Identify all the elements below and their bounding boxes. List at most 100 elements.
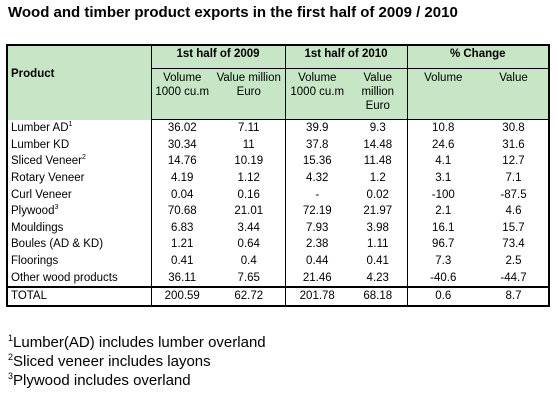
table-row: Curl Veneer 0.04 0.16 - 0.02 -100 -87.5 [8,186,548,203]
cell-e09: 0.16 [237,188,260,201]
cell-e10: 14.48 [363,138,393,151]
cell-e10: 21.97 [363,205,393,218]
cell-e09: 0.4 [240,255,257,268]
cell-v10: - [284,186,349,203]
footnote-2: 2Sliced veneer includes layons [8,352,211,371]
cell-pe: 15.7 [502,221,525,234]
cell-e10: 11.48 [363,155,392,168]
row-product-name: Lumber AD1 [11,121,73,135]
table-row: Sliced Veneer2 14.76 10.19 15.36 11.48 4.1 12.… [8,153,548,170]
cell-v09: 6.83 [150,219,213,237]
value-2009-header: Value million Euro [213,68,285,120]
cell-pe: -44.7 [500,271,527,284]
value-2010-header: Value million Euro [349,68,407,120]
row-product-name: Other wood products [11,271,118,284]
cell-v09: 30.34 [150,136,213,154]
cell-pe: 7.1 [505,172,522,185]
cell-pe: 31.6 [502,138,525,151]
exports-table: Product 1st half of 2009 1st half of 201… [6,44,550,307]
pct-volume-header: Volume [406,68,479,120]
table-row: Plywood3 70.68 21.01 72.19 21.97 2.1 4.6 [8,202,548,220]
cell-v10: 0.44 [284,252,349,270]
cell-e10: 9.3 [369,122,386,135]
total-e10: 68.18 [349,285,407,305]
total-pe: 8.7 [479,285,548,305]
table-body: Lumber AD1 36.02 7.11 39.9 9.3 10.8 30.8 Lumber… [8,119,548,287]
cell-v09: 4.19 [150,169,213,187]
cell-e09: 11 [242,138,255,151]
row-product-name: Mouldings [11,221,64,234]
cell-e10: 1.2 [369,172,386,185]
cell-pv: 96.7 [406,236,479,253]
cell-v09: 1.21 [150,236,213,253]
header-group-row: Product 1st half of 2009 1st half of 201… [8,46,548,80]
volume-2009-header: Volume 1000 cu.m [150,68,213,120]
cell-e10: 0.02 [366,188,389,201]
volume-2010-header: Volume 1000 cu.m [284,68,349,120]
table-row: Rotary Veneer 4.19 1.12 4.32 1.2 3.1 7.1 [8,169,548,187]
row-product-name: Rotary Veneer [11,172,85,185]
cell-e10: 1.11 [366,238,389,251]
cell-v10: 15.36 [284,153,349,170]
footnote-3: 3Plywood includes overland [8,371,191,390]
cell-pe: 73.4 [502,238,525,251]
cell-e10: 3.98 [366,221,389,234]
row-product-name: Boules (AD & KD) [11,238,104,251]
cell-pe: 2.5 [505,255,522,268]
cell-e09: 10.19 [234,155,264,168]
cell-v09: 70.68 [150,202,213,220]
cell-v10: 7.93 [284,219,349,237]
product-header: Product [11,68,55,80]
cell-pv: -40.6 [406,269,479,287]
cell-v10: 2.38 [284,236,349,253]
table-row: Other wood products 36.11 7.65 21.46 4.23 -40… [8,269,548,287]
table-row: Lumber KD 30.34 11 37.8 14.48 24.6 31.6 [8,136,548,154]
cell-v10: 37.8 [284,136,349,154]
cell-v10: 72.19 [284,202,349,220]
group-2009-header: 1st half of 2009 [150,46,285,69]
cell-pv: -100 [406,186,479,203]
table-row: Floorings 0.41 0.4 0.44 0.41 7.3 2.5 [8,252,548,270]
total-e09: 62.72 [213,285,285,305]
cell-pv: 24.6 [406,136,479,154]
total-pv: 0.6 [406,285,479,305]
cell-pv: 10.8 [406,119,479,137]
cell-pv: 3.1 [406,169,479,187]
cell-e09: 3.44 [237,221,260,234]
cell-v09: 0.41 [150,252,213,270]
cell-pv: 2.1 [406,202,479,220]
row-product-name: Plywood3 [11,204,59,218]
footnotes: 1Lumber(AD) includes lumber overland 2Sl… [8,333,266,390]
cell-pv: 16.1 [406,219,479,237]
total-v10: 201.78 [284,285,349,305]
cell-pe: 12.7 [502,155,525,168]
cell-pv: 4.1 [406,153,479,170]
header-sub-row: Volume 1000 cu.m Value million Euro Volume… [8,68,548,120]
row-product-name: Floorings [11,255,59,268]
page-title: Wood and timber product exports in the f… [8,4,458,21]
total-v09: 200.59 [150,285,213,305]
cell-v09: 14.76 [150,153,213,170]
cell-v09: 36.02 [150,119,213,137]
row-product-name: Sliced Veneer2 [11,154,86,168]
cell-v09: 0.04 [150,186,213,203]
cell-pe: 30.8 [502,122,525,135]
footnote-1: 1Lumber(AD) includes lumber overland [8,333,266,352]
cell-e09: 7.11 [237,122,260,135]
cell-v10: 21.46 [284,269,349,287]
cell-e09: 0.64 [237,238,260,251]
table-row: Boules (AD & KD) 1.21 0.64 2.38 1.11 96.7 73.4 [8,236,548,253]
cell-v10: 4.32 [284,169,349,187]
row-product-name: Curl Veneer [11,188,72,201]
cell-e09: 21.01 [234,205,264,218]
cell-v09: 36.11 [150,269,213,287]
cell-pv: 7.3 [406,252,479,270]
cell-pe: 4.6 [505,205,522,218]
cell-e09: 7.65 [237,271,260,284]
total-row: TOTAL 200.59 62.72 201.78 68.18 0.6 8.7 [8,285,548,305]
cell-e10: 4.23 [366,271,389,284]
table-row: Mouldings 6.83 3.44 7.93 3.98 16.1 15.7 [8,219,548,237]
cell-e10: 0.41 [366,255,389,268]
cell-pe: -87.5 [500,188,527,201]
table-row: Lumber AD1 36.02 7.11 39.9 9.3 10.8 30.8 [8,119,548,137]
